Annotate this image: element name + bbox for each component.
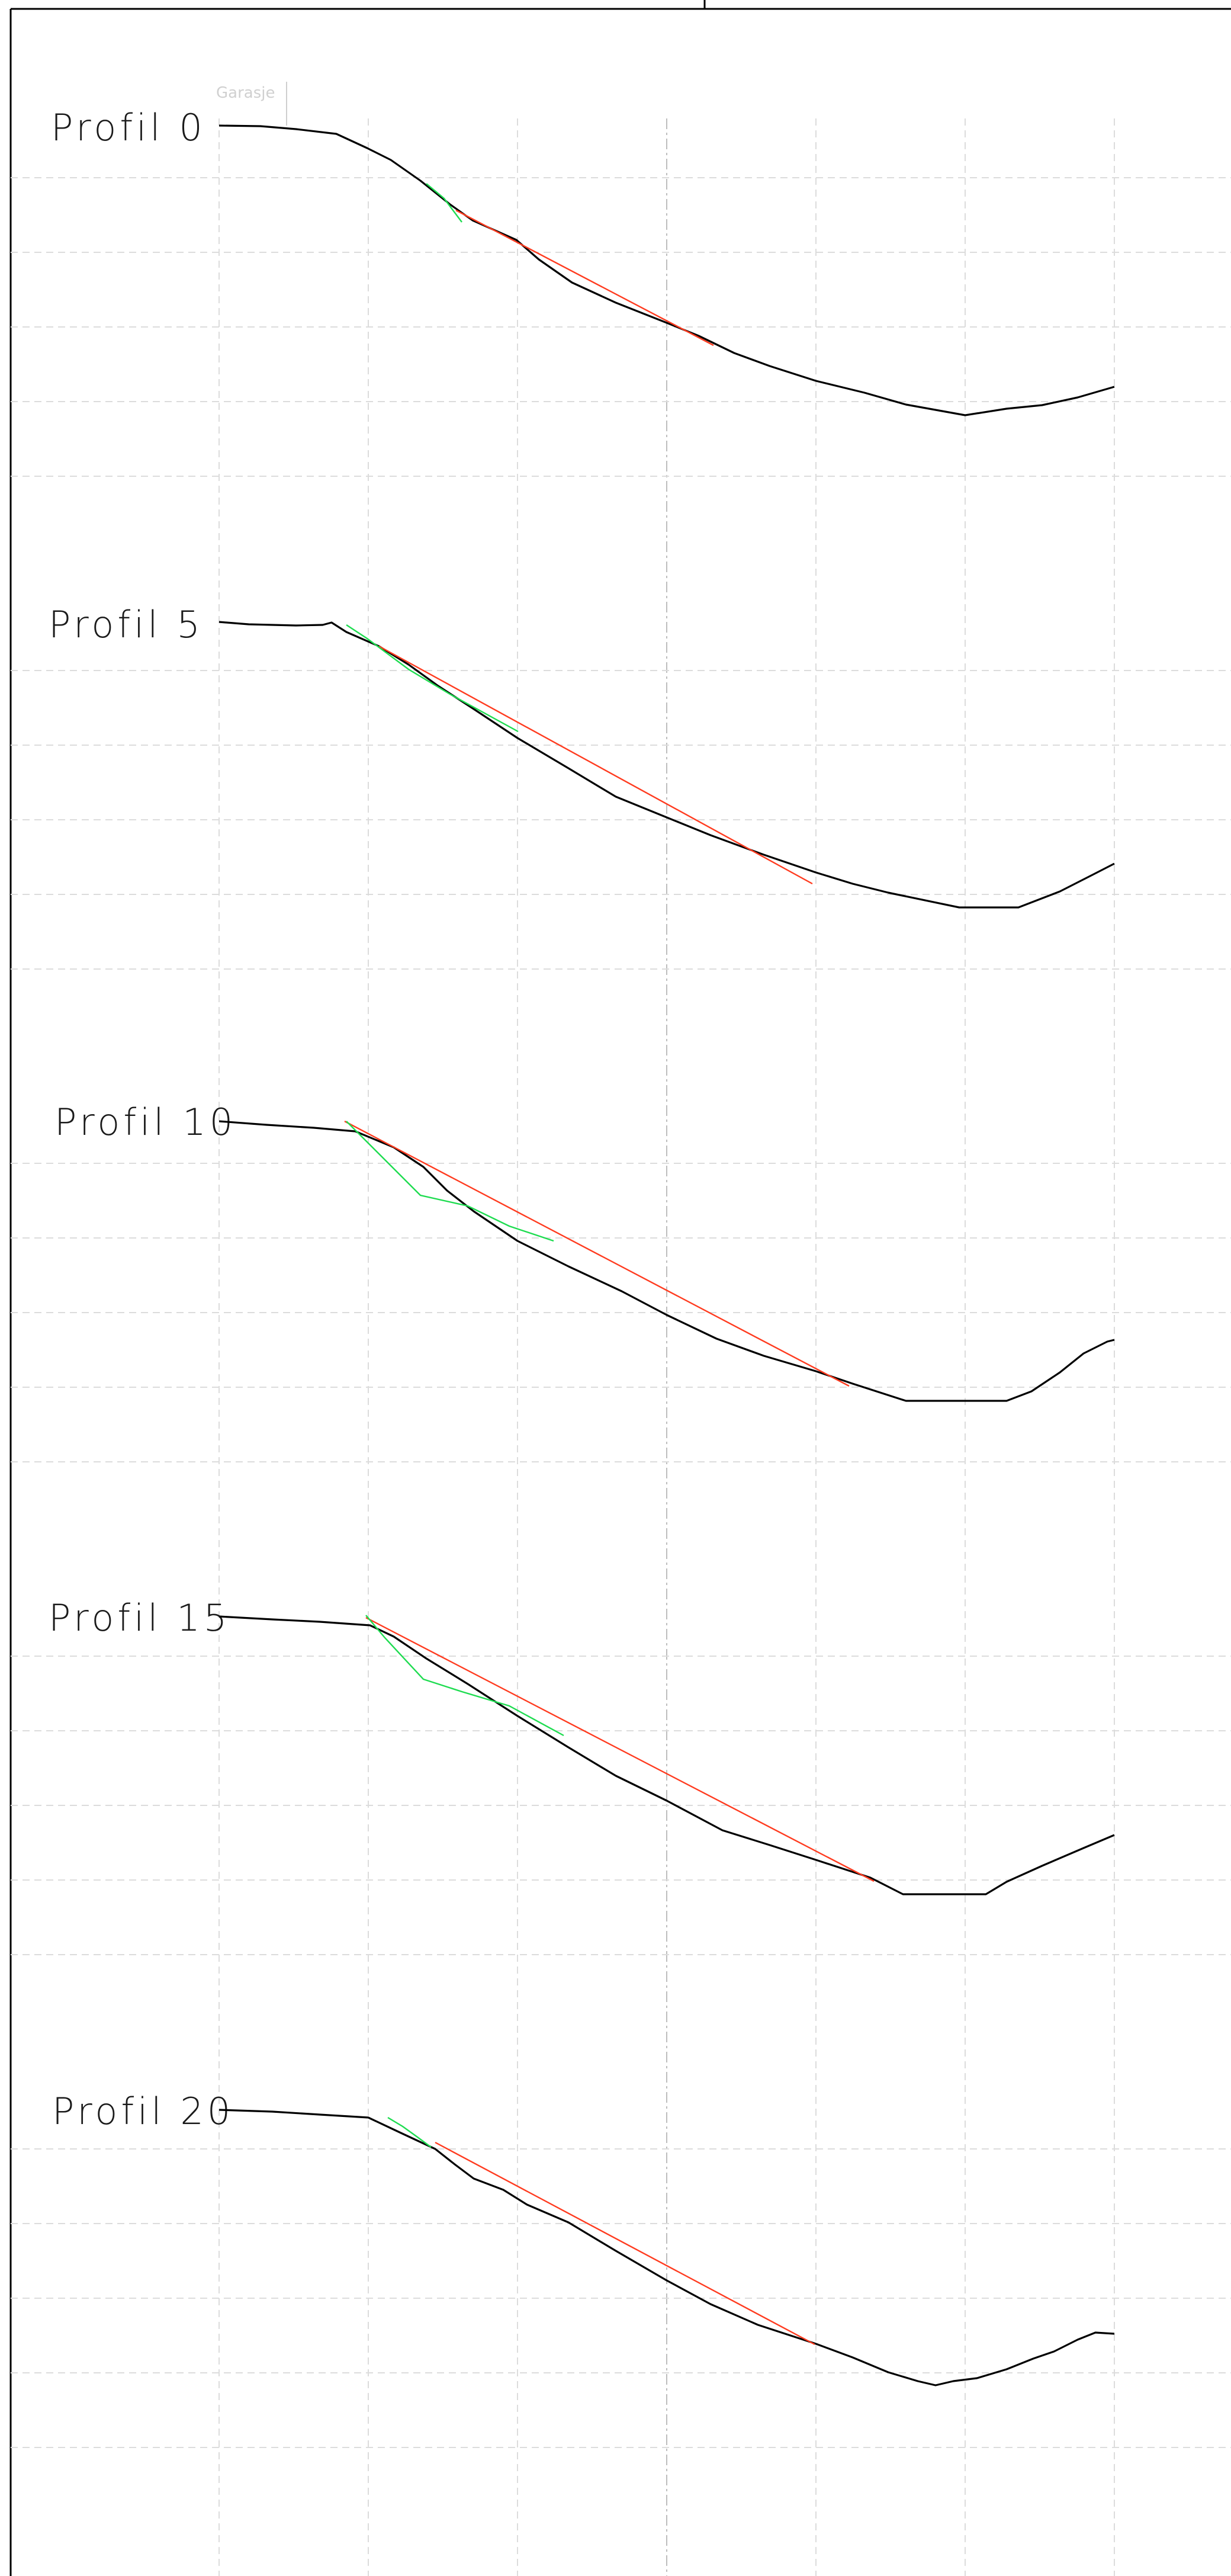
garage-label: Garasje (216, 84, 275, 102)
profile-15-terrain (218, 1615, 1115, 1895)
profile-15: Profil 15 (49, 1596, 1115, 1895)
profile-15-cut-line (365, 1616, 875, 1882)
profile-20: Profil 20 (52, 2090, 1115, 2386)
profile-10: Profil 10 (54, 1101, 1115, 1402)
profile-5-alt-line (346, 624, 519, 733)
profile-0-terrain (218, 124, 1115, 416)
profile-5-cut-line (378, 645, 813, 885)
profile-20-terrain (218, 2109, 1115, 2386)
profile-0-label: Profil 0 (51, 106, 206, 149)
profile-0-cut-line (455, 209, 714, 347)
vertical-grid (218, 118, 1115, 2576)
profile-5-terrain (218, 621, 1115, 909)
profile-20-label: Profil 20 (52, 2090, 234, 2133)
profile-15-alt-line (365, 1615, 564, 1737)
profile-5: Profil 5 (49, 603, 1115, 909)
profile-10-label: Profil 10 (54, 1101, 236, 1144)
profile-0-alt-line (426, 183, 462, 223)
profile-20-cut-line (435, 2141, 815, 2346)
profile-20-alt-line (387, 2116, 432, 2148)
horizontal-grid (11, 177, 1231, 2448)
sheet-frame (9, 0, 1231, 2576)
profile-10-cut-line (344, 1120, 850, 1387)
profile-15-label: Profil 15 (49, 1596, 230, 1640)
profile-10-alt-line (346, 1121, 554, 1242)
profile-10-terrain (218, 1120, 1115, 1402)
profile-0: Profil 0 (51, 106, 1115, 416)
garage-marker: Garasje (216, 82, 287, 126)
profile-5-label: Profil 5 (49, 603, 204, 646)
